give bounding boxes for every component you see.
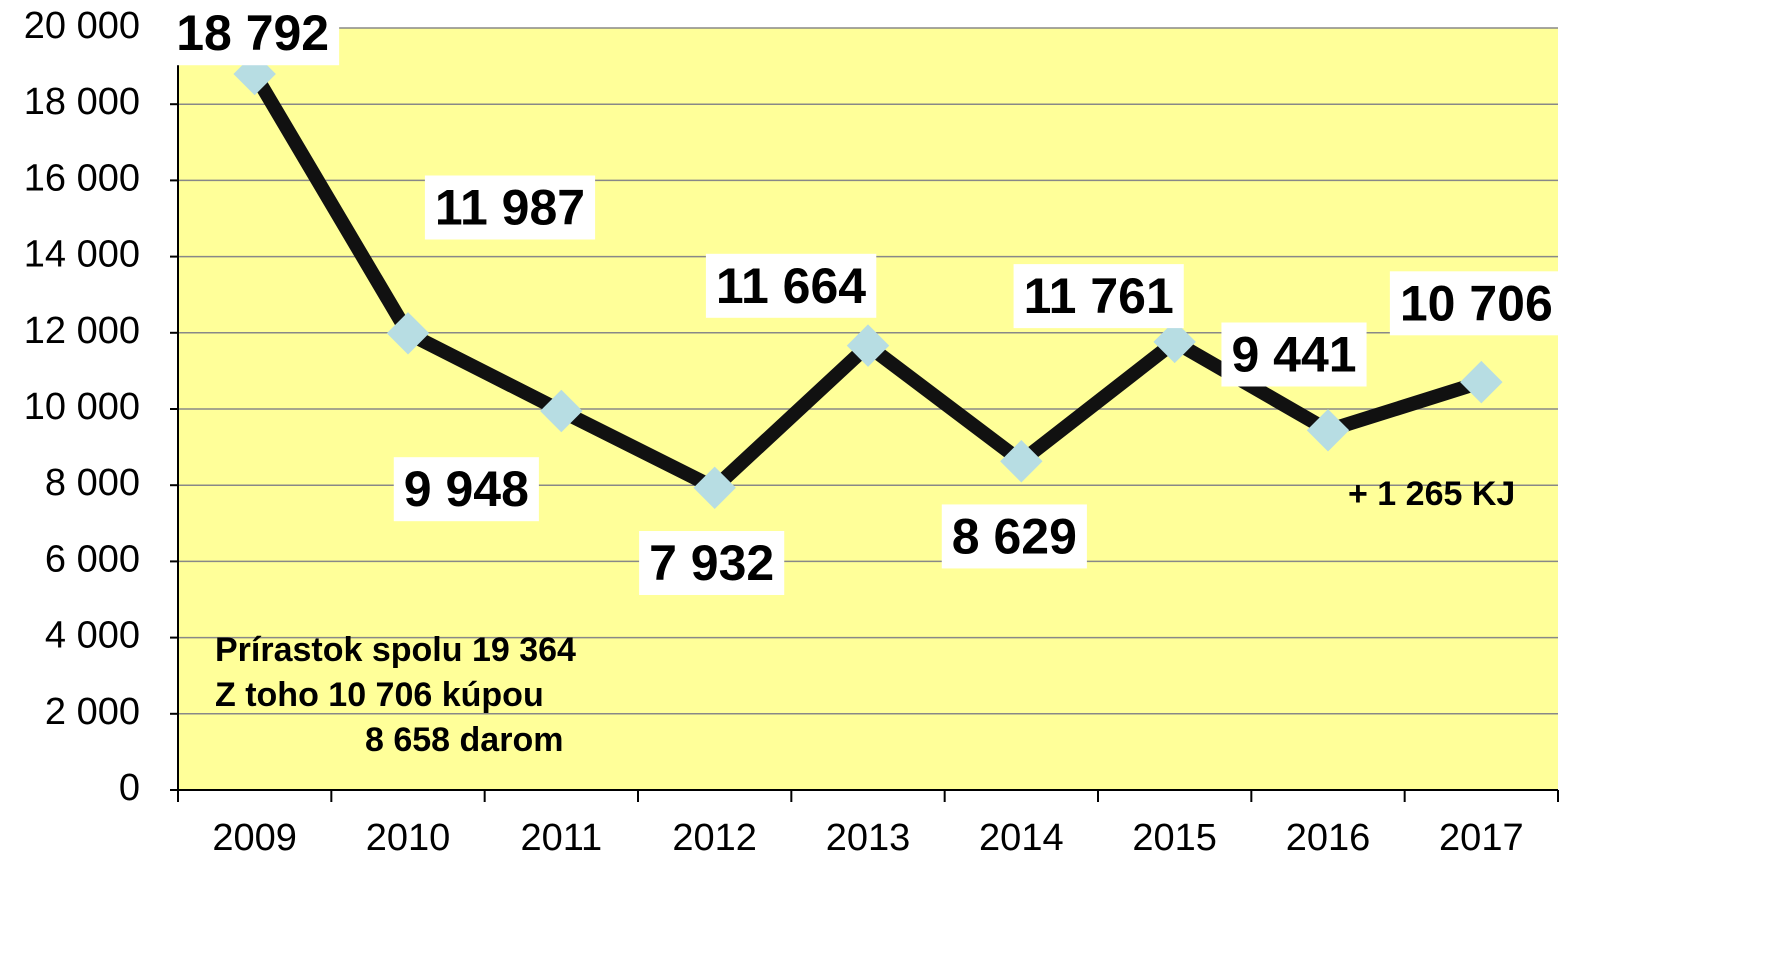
marker — [386, 312, 430, 355]
data-label: 10 706 — [1400, 275, 1553, 331]
annotation: Z toho 10 706 kúpou — [215, 676, 544, 714]
data-label-box — [1013, 264, 1184, 329]
y-tick-label: 18 000 — [24, 81, 140, 123]
annotation: 8 658 darom — [365, 721, 563, 759]
y-tick-label: 16 000 — [24, 157, 140, 199]
y-tick-label: 4 000 — [45, 615, 140, 657]
data-label-box — [941, 504, 1087, 569]
annotation: Prírastok spolu 19 364 — [215, 631, 576, 669]
x-tick-label: 2011 — [520, 817, 602, 859]
data-label: 9 441 — [1231, 327, 1356, 383]
data-label: 7 932 — [649, 535, 774, 591]
x-tick-label: 2009 — [212, 817, 297, 859]
data-label: 11 987 — [435, 179, 585, 235]
x-tick-label: 2016 — [1286, 817, 1371, 859]
x-tick-label: 2015 — [1132, 817, 1217, 859]
data-label: 9 948 — [404, 461, 529, 517]
grid — [178, 27, 1558, 791]
x-tick-label: 2012 — [672, 817, 757, 859]
data-label: 11 761 — [1024, 268, 1174, 324]
x-tick-label: 2013 — [826, 817, 911, 859]
data-label: 18 792 — [176, 5, 329, 61]
data-label-box — [424, 175, 596, 240]
data-label: 11 664 — [716, 258, 866, 314]
annotation: + 1 265 KJ — [1348, 475, 1515, 513]
data-label-box — [705, 253, 877, 318]
marker — [1306, 409, 1350, 452]
marker — [1153, 320, 1196, 364]
marker — [1460, 360, 1503, 404]
x-tick-label: 2010 — [366, 817, 451, 859]
y-tick-label: 0 — [119, 767, 140, 809]
data-label-box — [1221, 322, 1367, 387]
x-tick-label: 2017 — [1439, 817, 1524, 859]
y-tick-label: 8 000 — [45, 462, 140, 504]
data-label-box — [1389, 271, 1563, 336]
y-tick-label: 12 000 — [24, 310, 140, 352]
y-tick-label: 20 000 — [24, 5, 140, 47]
y-tick-label: 14 000 — [24, 234, 140, 276]
data-label: 8 629 — [952, 508, 1077, 564]
y-tick-label: 2 000 — [45, 691, 140, 733]
x-tick-label: 2014 — [979, 817, 1064, 859]
data-label-box — [166, 1, 340, 66]
y-tick-label: 6 000 — [45, 538, 140, 580]
data-label-box — [393, 457, 539, 522]
y-tick-label: 10 000 — [24, 386, 140, 428]
data-label-box — [639, 530, 785, 595]
